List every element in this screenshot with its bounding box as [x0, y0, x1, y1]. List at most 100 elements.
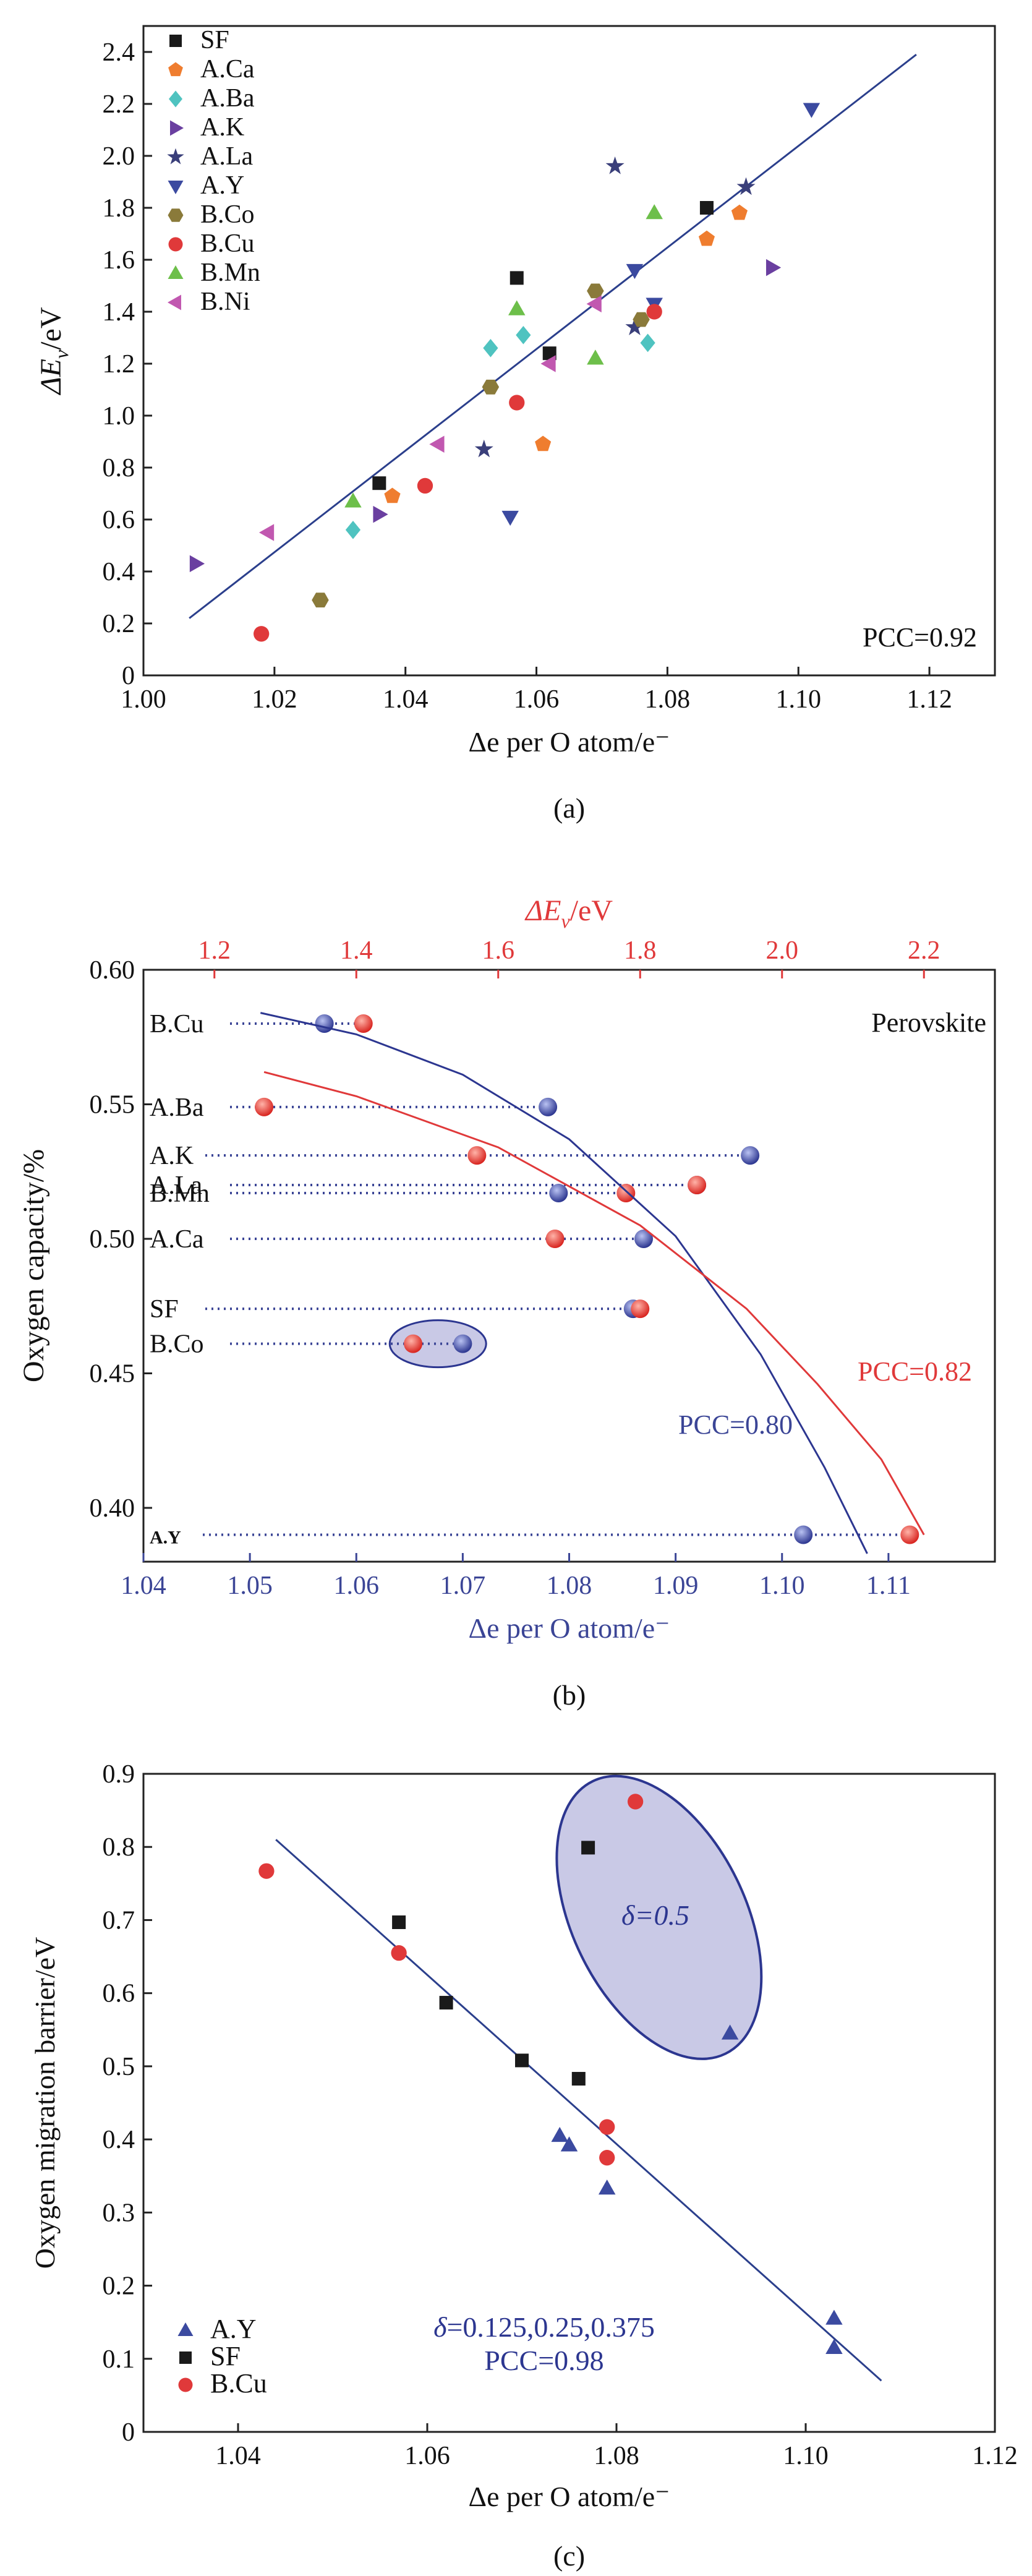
data-point-a-y — [551, 2126, 568, 2142]
legend-marker — [169, 35, 182, 47]
data-point-a-y — [825, 2309, 843, 2325]
red-point — [631, 1299, 650, 1319]
data-point-b-co — [633, 312, 650, 327]
y-tick-label: 1.6 — [103, 246, 135, 275]
x-axis-label: Δe per O atom/e⁻ — [469, 2481, 670, 2512]
y-axis-label-unit: /eV — [35, 307, 67, 350]
data-point-sf — [699, 201, 714, 215]
red-point — [255, 1097, 274, 1116]
legend-label: B.Ni — [200, 288, 250, 316]
data-point-sf — [581, 1841, 595, 1855]
legend-label: A.Y — [200, 171, 244, 200]
x-tick-label: 1.06 — [514, 685, 560, 714]
data-point-a-k — [373, 505, 388, 523]
y-tick-label: 0.3 — [103, 2199, 135, 2227]
data-point-sf — [571, 2071, 586, 2086]
blue-point — [794, 1525, 813, 1544]
blue-point — [741, 1146, 760, 1165]
legend-label: A.Y — [210, 2314, 257, 2344]
data-point-b-cu — [417, 477, 433, 494]
x-tick-label: 1.02 — [252, 685, 297, 714]
y-tick-label: 0.6 — [103, 1980, 135, 2008]
legend-marker — [168, 294, 181, 310]
x-bottom-tick-label: 1.05 — [227, 1572, 273, 1600]
legend-marker — [168, 265, 184, 279]
x-bottom-tick-label: 1.04 — [121, 1572, 166, 1600]
data-point-a-ba — [640, 333, 655, 353]
red-point — [467, 1146, 487, 1165]
legend-label: B.Cu — [200, 229, 255, 258]
plot-frame — [142, 969, 996, 1563]
x-bottom-axis-label: Δe per O atom/e⁻ — [469, 1612, 670, 1644]
x-top-tick-label: 2.0 — [766, 936, 799, 965]
y-tick-label: 2.4 — [103, 38, 135, 67]
highlight-ellipse — [555, 1774, 763, 2060]
x-top-axis-label: ΔEv/eV — [524, 894, 613, 932]
legend-label: B.Co — [200, 200, 255, 229]
data-point-a-ba — [483, 338, 498, 357]
legend-marker — [178, 2377, 193, 2392]
x-top-axis-label-main: ΔE — [524, 894, 561, 927]
x-top-tick-label: 1.4 — [340, 936, 373, 965]
data-point-a-y — [825, 2339, 843, 2354]
data-point-b-mn — [646, 204, 663, 220]
data-point-b-cu — [599, 2150, 615, 2166]
data-point-b-ni — [540, 355, 556, 372]
legend-marker — [168, 181, 184, 194]
data-point-sf — [392, 1915, 406, 1929]
panel-title: Perovskite — [871, 1008, 986, 1038]
data-point-b-cu — [509, 395, 525, 411]
row-label: SF — [150, 1295, 179, 1324]
y-tick-label: 0.2 — [103, 2272, 135, 2301]
y-tick-label: 0.5 — [103, 2053, 135, 2081]
blue-point — [539, 1097, 558, 1116]
blue-point — [315, 1014, 334, 1033]
legend-label: A.Ba — [200, 84, 255, 113]
data-point-b-co — [587, 283, 604, 299]
x-bottom-tick-label: 1.07 — [440, 1572, 486, 1600]
data-point-a-y — [721, 2024, 739, 2040]
data-point-sf — [439, 1996, 453, 2010]
x-bottom-tick-label: 1.09 — [653, 1572, 699, 1600]
data-point-a-ca — [731, 204, 748, 220]
blue-fit-curve — [260, 1012, 868, 1554]
pcc-blue: PCC=0.80 — [678, 1410, 793, 1440]
y-tick-label: 0.2 — [103, 610, 135, 638]
data-point-b-ni — [429, 435, 445, 453]
red-point — [688, 1176, 707, 1194]
x-top-tick-label: 1.2 — [198, 936, 231, 965]
caption: (b) — [553, 1679, 586, 1711]
row-label: B.Mn — [150, 1179, 210, 1208]
data-point-b-co — [312, 593, 329, 608]
data-point-b-mn — [508, 300, 526, 315]
data-point-a-k — [765, 259, 782, 276]
red-point — [404, 1334, 423, 1353]
y-tick-label: 0.4 — [103, 558, 135, 586]
y-axis-label: ΔEv/eV — [35, 307, 72, 395]
data-point-b-cu — [627, 1794, 644, 1810]
data-point-sf — [542, 346, 557, 361]
x-axis-label: Δe per O atom/e⁻ — [469, 726, 670, 758]
legend-label: A.K — [200, 113, 244, 142]
data-point-a-k — [189, 555, 205, 573]
caption: (c) — [553, 2540, 585, 2572]
legend-marker — [169, 90, 182, 108]
legend-label: B.Cu — [210, 2368, 267, 2398]
blue-point — [634, 1230, 653, 1248]
legend-marker — [168, 62, 183, 77]
x-bottom-tick-label: 1.06 — [334, 1572, 380, 1600]
x-tick-label: 1.04 — [215, 2442, 261, 2470]
y-tick-label: 0.1 — [103, 2345, 135, 2374]
data-point-b-cu — [254, 626, 270, 642]
x-tick-label: 1.04 — [383, 685, 429, 714]
y-tick-label: 0.7 — [103, 1906, 135, 1935]
caption: (a) — [553, 792, 585, 824]
row-label: A.Ba — [150, 1093, 204, 1122]
y-tick-label: 2.2 — [103, 90, 135, 119]
pcc-annotation: PCC=0.98 — [484, 2345, 603, 2376]
pcc-annotation: PCC=0.92 — [863, 622, 977, 653]
y-axis-label-sub: v — [50, 349, 72, 359]
panel-a: 1.00 1.02 1.04 1.06 1.08 1.10 1.12 0 0.2 0.4 0.6 0.… — [35, 25, 996, 824]
y-tick-label: 2.0 — [103, 142, 135, 171]
